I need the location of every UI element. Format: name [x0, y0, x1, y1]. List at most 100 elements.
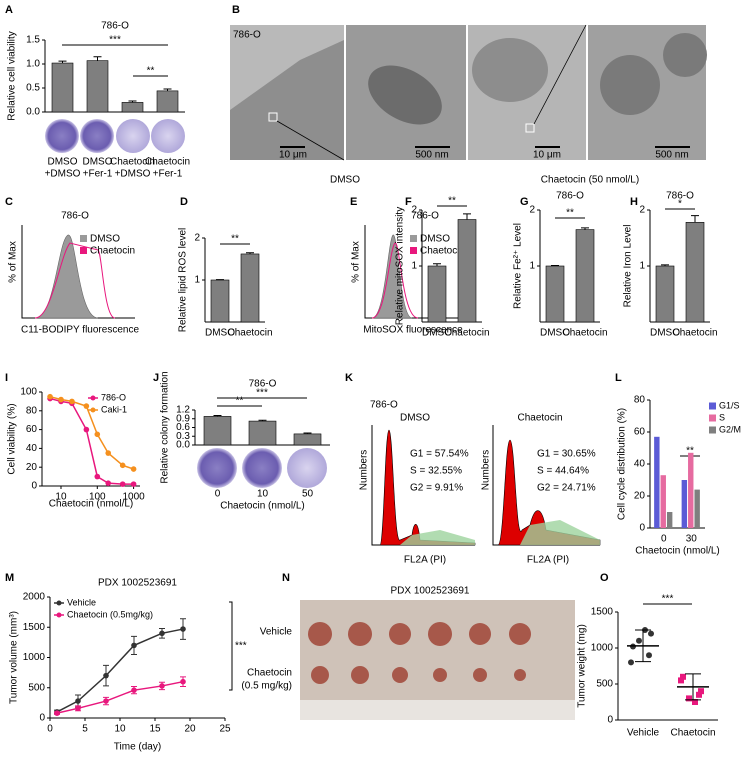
legend-swatch: [80, 247, 87, 254]
point: [75, 698, 81, 704]
em-texture: [230, 40, 344, 160]
significance-label: ***: [109, 35, 121, 46]
point: [69, 398, 75, 405]
y-tick-label: 1000: [591, 643, 614, 654]
zoom-line: [276, 120, 345, 161]
x-tick-label: 50: [302, 489, 314, 500]
x-tick-label: +DMSO: [45, 169, 81, 180]
y-tick-label: 20: [634, 491, 646, 502]
chart-title: 786-O: [556, 191, 584, 202]
y-tick-label: 2: [194, 233, 200, 244]
x-tick-label: 25: [219, 724, 231, 735]
y-tick-label: 1.5: [26, 35, 40, 46]
point: [54, 710, 60, 716]
x-tick-label: DMSO: [540, 328, 570, 339]
error-bar: [691, 215, 699, 223]
y-tick-label: 0.6: [176, 422, 190, 433]
em-images: 786-O 10 μm 500 nm 10 μm 500 nm DMSO Cha…: [230, 24, 707, 186]
legend-label: G1/S: [719, 400, 740, 410]
em-texture: [600, 55, 660, 115]
y-tick-label: 0.3: [176, 431, 190, 442]
dish: [45, 119, 79, 153]
point: [648, 630, 654, 637]
histogram: [371, 242, 419, 319]
y-tick-label: 0.0: [26, 107, 40, 118]
x-tick-label: +Fer-1: [153, 169, 183, 180]
y-tick-label: 1: [639, 261, 645, 272]
legend-swatch: [80, 235, 87, 242]
x-tick-label: DMSO: [650, 328, 680, 339]
y-label: Tumor volume (mm³): [9, 611, 20, 704]
y-tick-label: 2: [411, 205, 417, 216]
tumors: [308, 622, 531, 684]
x-label: Time (day): [114, 742, 161, 753]
tumor: [514, 669, 526, 681]
tumor: [351, 666, 369, 684]
tumor: [389, 623, 411, 645]
flow-panel: 786-O DMSO Chaetocin % of Max C11-BODIPY…: [8, 211, 140, 336]
x-label: Chaetocin (nmol/L): [220, 501, 304, 512]
bar: [666, 512, 673, 528]
chart-title: 786-O: [666, 191, 694, 202]
y-label: % of Max: [8, 241, 19, 283]
stat-label: G2 = 9.91%: [410, 483, 463, 494]
point: [58, 396, 64, 403]
legend-label: Chaetocin: [420, 246, 465, 257]
bar: [660, 475, 666, 528]
point: [105, 480, 112, 486]
bar: [694, 489, 700, 528]
x-tick-label: +DMSO: [115, 169, 151, 180]
significance-bracket: [229, 601, 233, 691]
point: [180, 626, 186, 632]
bar: [156, 90, 179, 113]
error-bar: [433, 263, 441, 266]
point: [130, 466, 137, 472]
significance-label: **: [566, 208, 574, 219]
x-tick-label: DMSO: [422, 328, 452, 339]
condition-label: DMSO: [330, 175, 360, 186]
panel-letter: G: [520, 196, 529, 208]
error-bar: [303, 432, 312, 434]
y-label: Relative Fe²⁺ Level: [513, 223, 524, 309]
stat-label: S = 32.55%: [410, 466, 462, 477]
point: [180, 678, 186, 685]
bar: [427, 265, 447, 323]
dish: [151, 119, 185, 153]
x-label: Chaetocin (nmol/L): [49, 499, 133, 510]
error-bar: [128, 100, 137, 103]
em-texture: [368, 65, 442, 125]
tumor-photo: PDX 1002523691 Vehicle Chaetocin (0.5 mg…: [241, 586, 575, 720]
significance-label: **: [236, 396, 244, 407]
significance-label: *: [678, 199, 682, 210]
x-tick-label: Chaetocin: [110, 157, 155, 168]
y-tick-label: 100: [20, 387, 37, 398]
zoom-box: [268, 112, 278, 122]
legend-swatch: [90, 407, 96, 413]
legend-label: 786-O: [101, 392, 126, 402]
bar: [654, 436, 660, 528]
bar: [688, 452, 694, 528]
panel-letter: H: [630, 196, 638, 208]
y-tick-label: 1: [529, 261, 535, 272]
x-tick-label: DMSO: [48, 157, 78, 168]
point: [646, 652, 652, 659]
error-bar: [93, 56, 102, 61]
point: [119, 481, 126, 487]
x-tick-label: 100: [89, 492, 106, 503]
x-label: C11-BODIPY fluorescence: [21, 325, 139, 336]
panel-letter: O: [600, 572, 609, 584]
point: [698, 688, 704, 695]
legend-label: DMSO: [420, 234, 450, 245]
tumor: [428, 622, 452, 646]
point: [159, 683, 165, 689]
point: [94, 473, 101, 480]
point: [686, 695, 692, 702]
bar: [248, 420, 277, 446]
y-label: Numbers: [481, 450, 492, 491]
y-tick-label: 1.2: [176, 405, 190, 416]
flow-panel: 786-O DMSO Chaetocin % of Max MitoSOX fl…: [351, 211, 465, 336]
y-label: Cell viability (%): [7, 403, 18, 474]
condition-label: Chaetocin: [517, 413, 562, 424]
x-tick-label: 0: [47, 724, 53, 735]
y-label: Numbers: [359, 450, 370, 491]
